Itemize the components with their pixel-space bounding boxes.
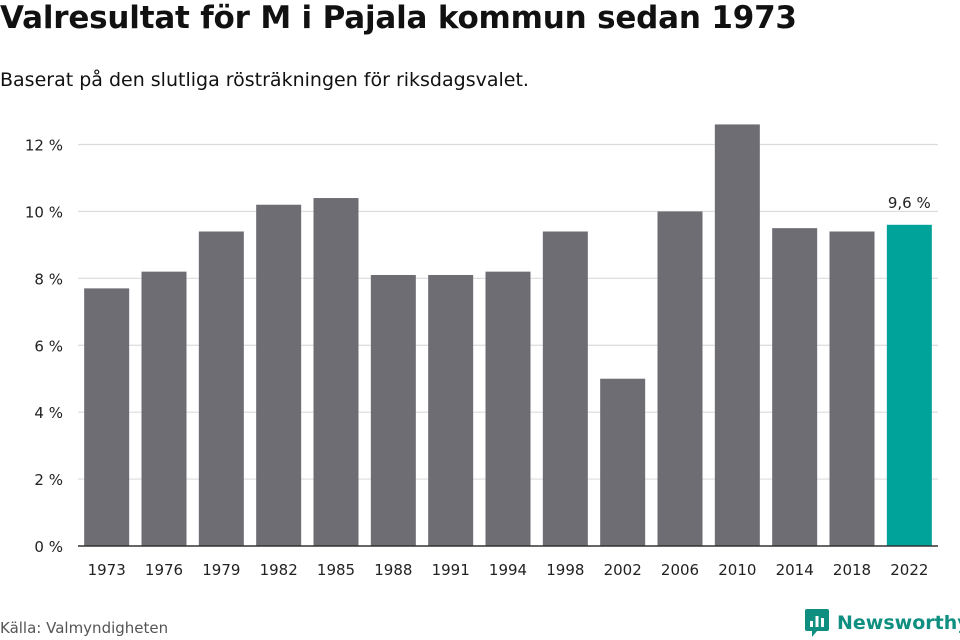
bar-2010	[714, 124, 760, 547]
x-tick-label: 2002	[604, 561, 642, 579]
bar-1998	[542, 231, 588, 546]
x-tick-label: 1976	[145, 561, 183, 579]
data-label: 9,6 %	[888, 194, 931, 212]
x-tick-label: 1988	[374, 561, 412, 579]
y-tick-label: 2 %	[34, 471, 63, 489]
bar-2002	[600, 378, 646, 546]
y-tick-label: 0 %	[34, 538, 63, 556]
newsworthy-logo-icon	[805, 609, 829, 637]
bar-1991	[428, 274, 474, 546]
bar-2006	[657, 211, 703, 546]
bar-1973	[84, 288, 130, 546]
x-tick-label: 1991	[432, 561, 470, 579]
bar-2022	[886, 224, 932, 547]
x-tick-label: 1982	[260, 561, 298, 579]
brand-name: Newsworthy	[837, 612, 960, 634]
bar-1982	[256, 204, 302, 546]
brand-logo[interactable]: Newsworthy	[805, 608, 960, 638]
x-tick-label: 1979	[202, 561, 240, 579]
x-tick-label: 1994	[489, 561, 527, 579]
bar-1979	[198, 231, 244, 546]
chart-subtitle: Baserat på den slutliga rösträkningen fö…	[0, 69, 529, 91]
bar-1988	[370, 274, 416, 546]
y-tick-label: 12 %	[25, 137, 63, 155]
x-tick-label: 1973	[88, 561, 126, 579]
y-tick-label: 6 %	[34, 337, 63, 355]
bar-2018	[829, 231, 875, 546]
y-tick-label: 4 %	[34, 404, 63, 422]
x-tick-label: 1998	[546, 561, 584, 579]
bar-1994	[485, 271, 531, 546]
x-tick-label: 2006	[661, 561, 699, 579]
x-tick-label: 2010	[718, 561, 756, 579]
bar-1985	[313, 198, 359, 547]
source-note: Källa: Valmyndigheten	[0, 619, 169, 637]
chart-title: Valresultat för M i Pajala kommun sedan …	[0, 0, 797, 36]
x-tick-label: 1985	[317, 561, 355, 579]
bar-chart: 0 % 2 % 4 % 6 % 8 % 10 % 12 % 1973 1976 1979 1982 1…	[25, 124, 938, 579]
y-tick-label: 10 %	[25, 203, 63, 221]
x-tick-label: 2014	[776, 561, 814, 579]
bar-2014	[772, 228, 818, 547]
bar-1976	[141, 271, 187, 546]
x-tick-label: 2018	[833, 561, 871, 579]
x-tick-label: 2022	[890, 561, 928, 579]
y-tick-label: 8 %	[34, 270, 63, 288]
